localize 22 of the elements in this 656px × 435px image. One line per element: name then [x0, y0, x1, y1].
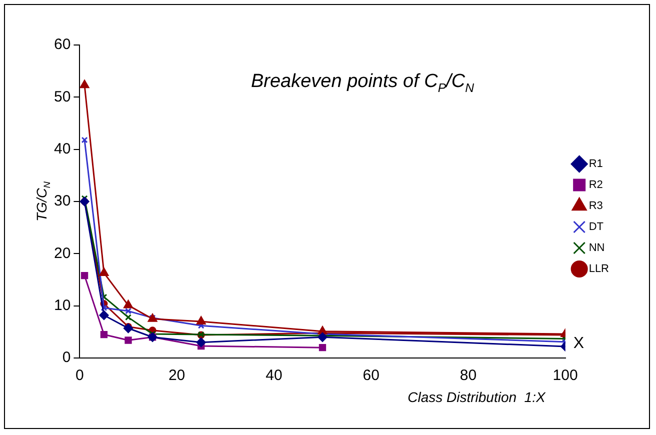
y-tick-label: 10	[54, 296, 71, 314]
x-tick-label: 100	[552, 367, 578, 384]
y-tick-label: 30	[54, 192, 71, 210]
x-tick-label: 40	[266, 367, 282, 384]
legend-label: LLR	[588, 263, 610, 276]
y-tick-label: 0	[62, 349, 71, 366]
legend-label: NN	[588, 242, 605, 254]
x-axis-title: Class Distribution 1:X	[408, 389, 546, 405]
y-tick-label: 50	[54, 88, 71, 106]
legend-label: R1	[588, 158, 603, 170]
x-tick-label: 80	[460, 367, 477, 384]
legend-label: R3	[588, 200, 603, 212]
y-tick-label: 60	[54, 36, 71, 54]
y-axis-title: TG/CN	[34, 181, 52, 222]
x-tick-label: 20	[168, 367, 186, 384]
y-tick-label: 20	[54, 244, 71, 262]
legend-label: DT	[588, 221, 604, 234]
y-tick-label: 40	[54, 140, 71, 158]
x-tick-label: 60	[362, 367, 380, 384]
text: X	[573, 335, 584, 352]
x-tick-label: 0	[76, 367, 84, 384]
legend-label: R2	[588, 179, 603, 192]
